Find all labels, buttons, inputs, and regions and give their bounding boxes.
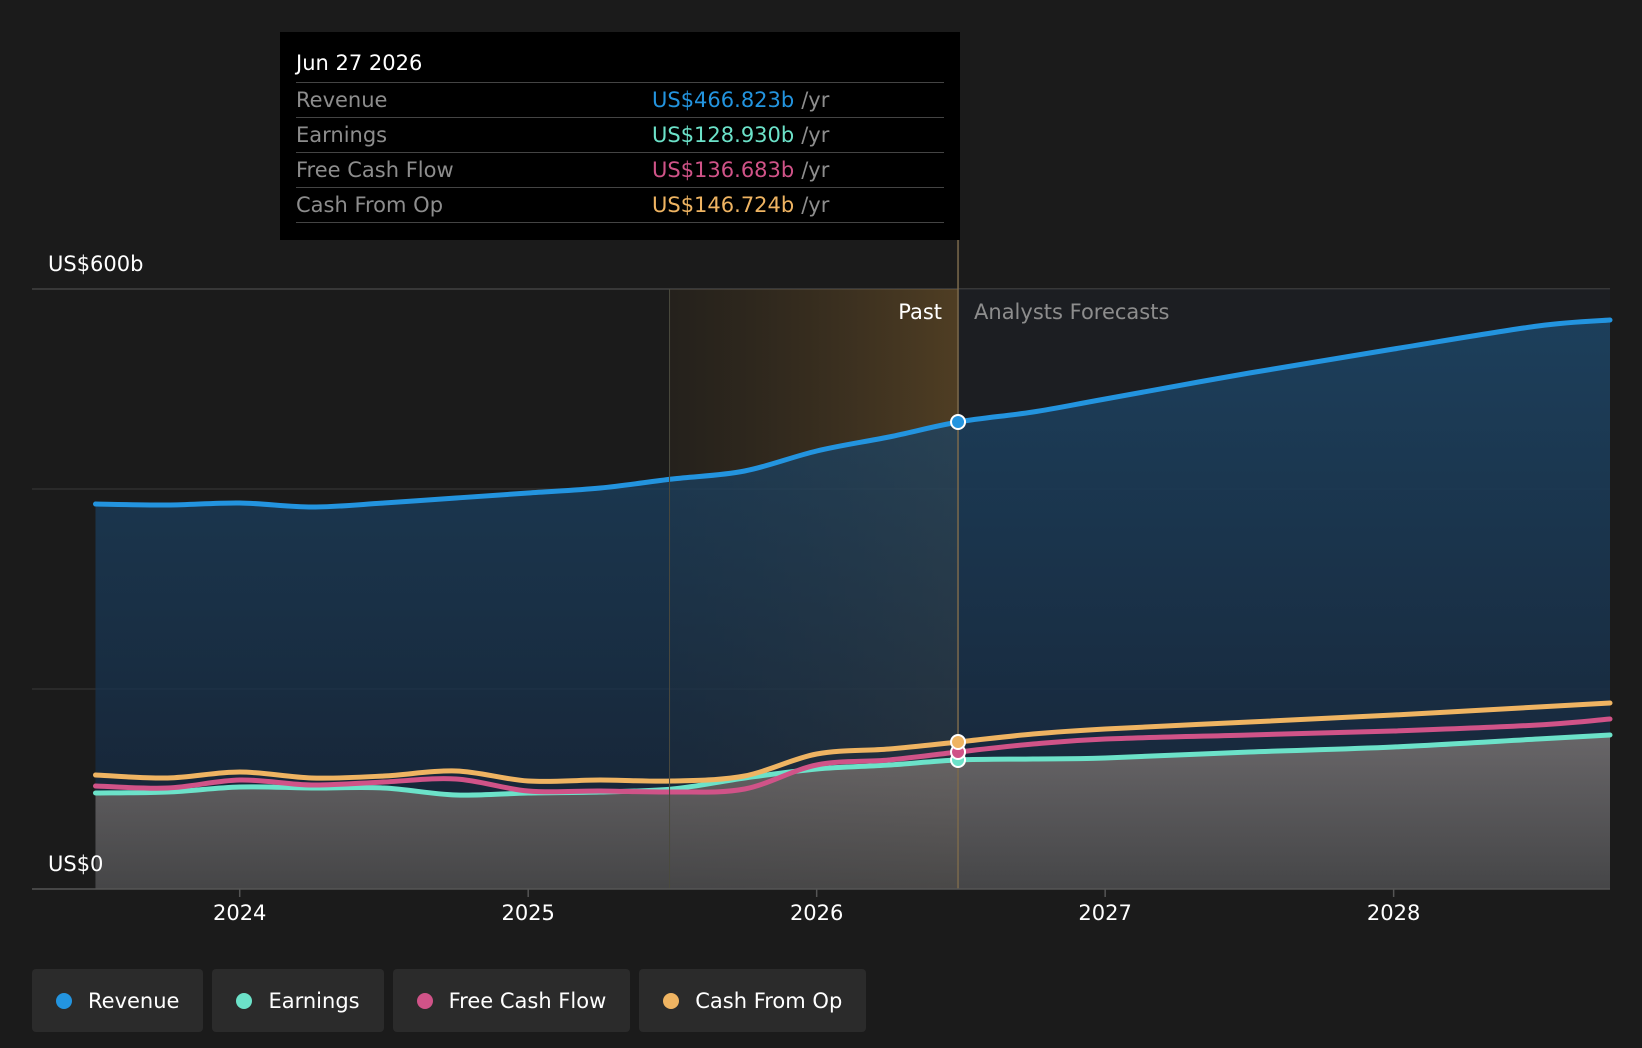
tooltip-unit: /yr bbox=[801, 123, 830, 147]
x-tick-label: 2025 bbox=[501, 901, 555, 925]
cash-from-op-dot-icon bbox=[663, 992, 680, 1009]
legend-item-cash-from-op[interactable]: Cash From Op bbox=[639, 969, 867, 1032]
cash-from-op-marker bbox=[950, 734, 967, 750]
cash-from-op-line bbox=[93, 700, 1613, 784]
tooltip: Jun 27 2026 Revenue US$466.823b /yr Earn… bbox=[280, 32, 960, 240]
legend-label: Free Cash Flow bbox=[448, 988, 607, 1013]
tooltip-label: Revenue bbox=[296, 88, 388, 112]
legend-label: Cash From Op bbox=[695, 988, 843, 1013]
tooltip-row-earnings: Earnings US$128.930b /yr bbox=[296, 118, 944, 153]
analysts-forecasts-label: Analysts Forecasts bbox=[974, 300, 1170, 324]
tooltip-value: US$466.823b bbox=[652, 88, 795, 112]
legend-item-revenue[interactable]: Revenue bbox=[32, 969, 204, 1032]
tooltip-label: Earnings bbox=[296, 123, 388, 147]
tooltip-value: US$128.930b bbox=[652, 123, 795, 147]
series-lines bbox=[93, 317, 1613, 798]
revenue-marker bbox=[950, 414, 967, 430]
tooltip-unit: /yr bbox=[801, 88, 830, 112]
free-cash-flow-line bbox=[93, 716, 1613, 795]
tooltip-value: US$136.683b bbox=[652, 158, 795, 182]
earnings-area bbox=[95, 735, 1610, 889]
revenue-line bbox=[93, 317, 1613, 510]
revenue-dot-icon bbox=[56, 992, 72, 1009]
tooltip-value: US$146.724b bbox=[652, 193, 795, 217]
x-tick-label: 2024 bbox=[212, 901, 267, 925]
free-cash-flow-dot-icon bbox=[416, 992, 433, 1009]
tooltip-date: Jun 27 2026 bbox=[296, 46, 944, 83]
revenue-area bbox=[95, 320, 1610, 889]
y-axis-max-label: US$600b bbox=[48, 252, 144, 276]
tooltip-row-cash-from-op: Cash From Op US$146.724b /yr bbox=[296, 188, 944, 223]
x-axis-ticks bbox=[238, 889, 1395, 897]
x-tick-label: 2027 bbox=[1078, 901, 1132, 925]
tooltip-unit: /yr bbox=[801, 158, 830, 182]
legend-label: Earnings bbox=[268, 988, 360, 1013]
tooltip-markers bbox=[950, 414, 967, 768]
earnings-dot-icon bbox=[236, 992, 253, 1009]
earnings-line bbox=[93, 732, 1613, 798]
legend-label: Revenue bbox=[88, 988, 180, 1013]
legend-item-free-cash-flow[interactable]: Free Cash Flow bbox=[392, 969, 631, 1032]
legend: Revenue Earnings Free Cash Flow Cash Fro… bbox=[32, 969, 867, 1032]
tooltip-unit: /yr bbox=[801, 193, 830, 217]
tooltip-row-revenue: Revenue US$466.823b /yr bbox=[296, 83, 944, 118]
tooltip-label: Free Cash Flow bbox=[296, 158, 454, 182]
tooltip-row-free-cash-flow: Free Cash Flow US$136.683b /yr bbox=[296, 153, 944, 188]
tooltip-label: Cash From Op bbox=[296, 193, 444, 217]
x-tick-label: 2026 bbox=[789, 901, 844, 925]
past-label: Past bbox=[898, 300, 943, 324]
x-tick-label: 2028 bbox=[1366, 901, 1421, 925]
y-axis-min-label: US$0 bbox=[48, 852, 104, 876]
legend-item-earnings[interactable]: Earnings bbox=[212, 969, 384, 1032]
